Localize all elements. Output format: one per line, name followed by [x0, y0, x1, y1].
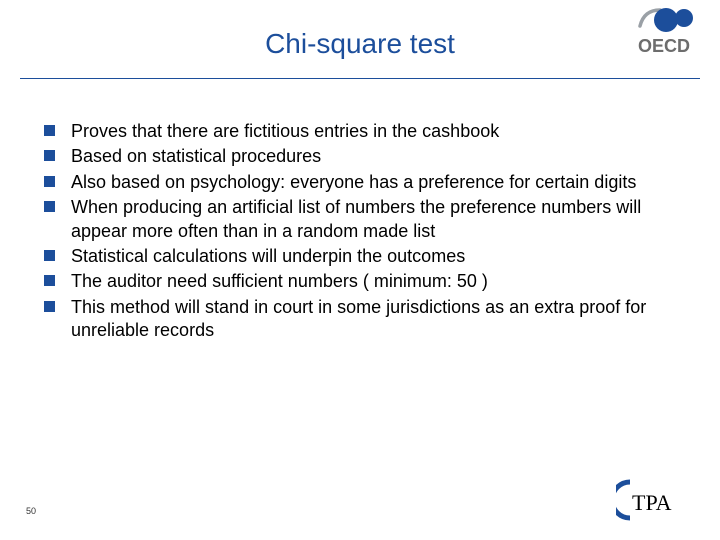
list-item: Statistical calculations will underpin t… [44, 245, 664, 268]
title-underline [20, 78, 700, 79]
bullet-text: Also based on psychology: everyone has a… [71, 171, 636, 194]
bullet-list: Proves that there are fictitious entries… [44, 120, 664, 345]
list-item: Proves that there are fictitious entries… [44, 120, 664, 143]
bullet-icon [44, 125, 55, 136]
bullet-icon [44, 301, 55, 312]
bullet-icon [44, 275, 55, 286]
list-item: This method will stand in court in some … [44, 296, 664, 343]
list-item: Based on statistical procedures [44, 145, 664, 168]
page-number: 50 [26, 506, 36, 516]
bullet-icon [44, 176, 55, 187]
bullet-icon [44, 201, 55, 212]
bullet-text: Based on statistical procedures [71, 145, 321, 168]
bullet-text: Proves that there are fictitious entries… [71, 120, 499, 143]
bullet-text: This method will stand in court in some … [71, 296, 664, 343]
list-item: Also based on psychology: everyone has a… [44, 171, 664, 194]
bullet-icon [44, 150, 55, 161]
list-item: The auditor need sufficient numbers ( mi… [44, 270, 664, 293]
bullet-text: The auditor need sufficient numbers ( mi… [71, 270, 488, 293]
bullet-text: Statistical calculations will underpin t… [71, 245, 465, 268]
oecd-text: OECD [638, 36, 690, 56]
slide-title: Chi-square test [0, 28, 720, 60]
list-item: When producing an artificial list of num… [44, 196, 664, 243]
bullet-icon [44, 250, 55, 261]
bullet-text: When producing an artificial list of num… [71, 196, 664, 243]
tpa-logo: TPA [616, 478, 688, 522]
oecd-logo: OECD [630, 4, 702, 58]
tpa-text: TPA [632, 490, 672, 515]
